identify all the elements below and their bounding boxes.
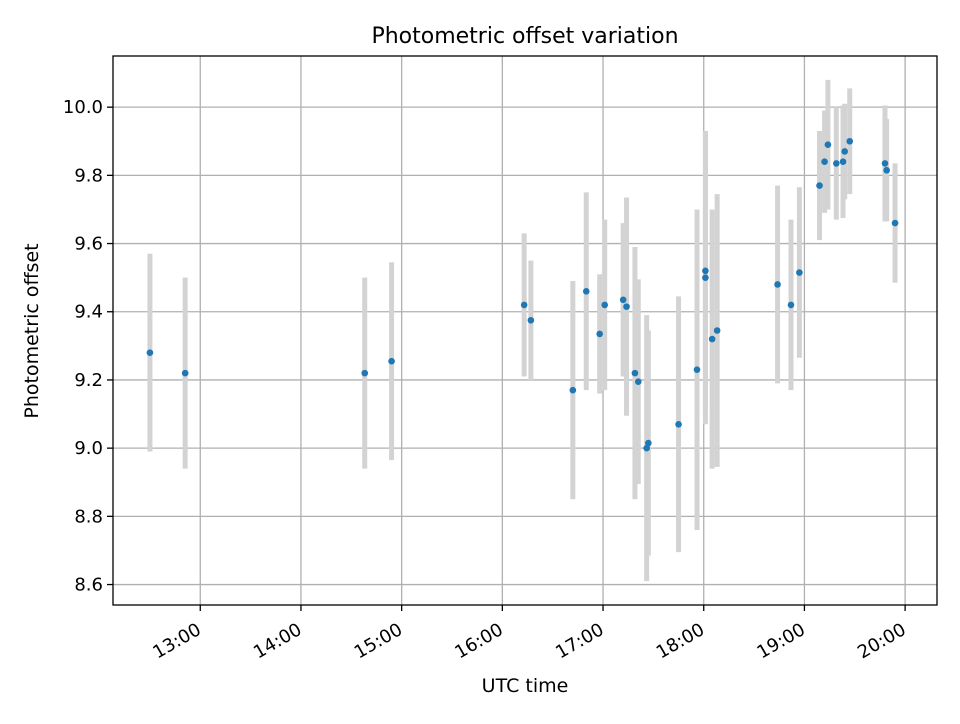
y-tick-label: 9.6 <box>74 234 103 255</box>
y-axis-ticks: 8.6 8.8 9.0 9.2 9.4 9.6 9.8 10.0 <box>63 97 113 596</box>
data-point <box>582 287 590 295</box>
data-point <box>619 296 627 304</box>
data-point <box>181 369 189 377</box>
y-tick-label: 9.4 <box>74 302 103 323</box>
data-point <box>702 267 709 275</box>
y-tick-label: 9.2 <box>74 370 103 391</box>
y-tick-label: 10.0 <box>63 97 103 118</box>
y-tick-label: 8.8 <box>74 506 103 527</box>
data-point <box>702 274 709 281</box>
data-point <box>708 335 716 343</box>
chart-title: Photometric offset variation <box>371 24 678 49</box>
data-point <box>787 301 795 309</box>
y-tick-label: 8.6 <box>74 575 103 596</box>
data-point <box>675 420 682 428</box>
x-axis-label: UTC time <box>482 675 569 697</box>
data-point <box>388 357 395 365</box>
data-point <box>693 366 701 374</box>
data-point <box>520 301 528 309</box>
data-point <box>631 369 639 377</box>
data-point <box>881 160 889 167</box>
data-point <box>846 137 854 145</box>
data-point <box>883 166 890 174</box>
data-point <box>601 301 609 309</box>
data-point <box>361 369 369 377</box>
plot-frame <box>112 55 938 606</box>
data-point <box>569 386 577 394</box>
data-point <box>841 148 848 155</box>
data-point <box>527 316 535 324</box>
data-point <box>891 219 899 227</box>
y-tick-label: 9.8 <box>74 165 103 186</box>
data-point <box>839 158 847 166</box>
y-axis-label: Photometric offset <box>21 243 43 418</box>
data-point <box>833 160 840 167</box>
data-points <box>146 137 899 452</box>
data-point <box>596 330 603 338</box>
data-point <box>643 444 650 452</box>
data-point <box>796 269 803 276</box>
data-point <box>774 281 781 288</box>
data-point <box>634 378 642 385</box>
y-tick-label: 9.0 <box>74 438 103 459</box>
data-point <box>821 158 828 166</box>
data-point <box>816 182 823 189</box>
data-point <box>146 349 154 356</box>
data-point <box>824 141 832 148</box>
data-point <box>623 303 630 310</box>
data-point <box>713 327 721 334</box>
data-point <box>645 439 652 447</box>
